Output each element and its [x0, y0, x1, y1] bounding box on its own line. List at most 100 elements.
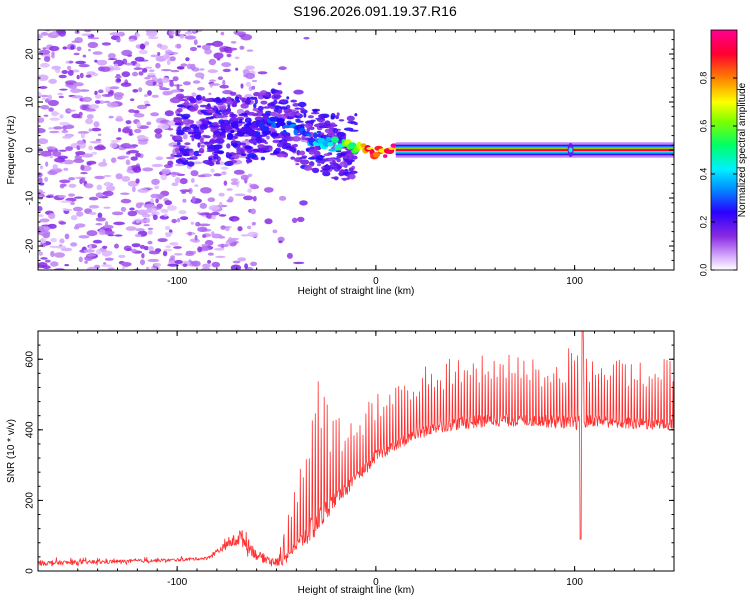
spectrogram-ridge-speckle: [193, 150, 199, 157]
spectrogram-noise-blob: [199, 202, 207, 209]
spectrogram-ridge-speckle: [348, 167, 354, 172]
spectrogram-ridge-speckle: [236, 147, 245, 152]
spectrogram-ridge-speckle: [318, 155, 325, 158]
spectrogram-ridge-blob: [226, 132, 234, 140]
spectrogram-ridge-speckle: [295, 120, 304, 123]
spectrogram-noise-blob: [46, 146, 56, 150]
spectrogram-noise-blob: [108, 250, 113, 255]
spectrogram-noise-blob: [54, 252, 65, 258]
spectrogram-ridge-speckle: [197, 142, 201, 148]
spectrogram-noise-blob: [47, 99, 59, 107]
spectrogram-noise-blob: [147, 90, 152, 96]
spectrogram-ridge-speckle: [211, 148, 220, 152]
spectrogram-ridge-speckle: [269, 111, 278, 117]
spectrogram-noise-blob: [191, 92, 197, 97]
spectrogram-noise-blob: [133, 67, 143, 70]
spectrogram-noise-blob: [148, 69, 155, 73]
spectrogram-ridge-speckle: [336, 152, 346, 157]
spectrogram-noise-blob: [88, 48, 91, 52]
spectrogram-noise-blob: [251, 221, 256, 226]
spectrogram-ridge-speckle: [261, 113, 271, 117]
spectrogram-noise-blob: [178, 210, 187, 215]
spectrogram-noise-blob: [59, 121, 70, 126]
spectrogram-ridge-blob: [336, 146, 343, 151]
spectrogram-noise-blob: [127, 150, 139, 154]
spectrogram-noise-blob: [140, 259, 145, 266]
spectrogram-ridge-speckle: [175, 147, 180, 153]
spectrogram-noise-blob: [111, 157, 117, 163]
spectrogram-ridge-speckle: [286, 96, 290, 100]
spectrogram-noise-blob: [104, 257, 114, 261]
spectrogram-noise-blob: [63, 167, 69, 171]
spectrogram-ridge-speckle: [244, 117, 252, 124]
spectrogram-noise-blob: [38, 86, 48, 89]
spectrogram-noise-blob: [40, 32, 49, 36]
spectrogram-ridge-speckle: [253, 103, 257, 109]
spectrogram-noise-blob: [179, 189, 191, 193]
spectrogram-ridge-speckle: [176, 141, 181, 146]
spectrogram-ridge-speckle: [206, 150, 214, 153]
colorbar-tick-label: 0.6: [698, 120, 708, 133]
spectrogram-ridge-speckle: [256, 148, 266, 152]
snr-marks: [38, 331, 674, 567]
spectrogram-ridge-speckle: [228, 157, 235, 160]
spectrogram-noise-blob: [51, 51, 55, 56]
spectrogram-ridge-speckle: [336, 131, 346, 137]
spectrogram-noise-blob: [132, 186, 136, 193]
snr-frame: [37, 330, 675, 572]
spectrogram-noise-blob: [59, 183, 65, 189]
spectrogram-ridge-speckle: [274, 94, 282, 98]
spectrogram-noise-blob: [217, 76, 223, 80]
spectrogram-noise-blob: [120, 143, 132, 149]
spectrogram-ridge-speckle: [234, 96, 240, 101]
spectrogram-noise-blob: [101, 94, 113, 97]
spectrogram-noise-blob: [125, 120, 132, 125]
spectrogram-ridge-blob: [328, 148, 338, 152]
spectrogram-noise-blob: [212, 40, 224, 48]
spectrogram-noise-blob: [45, 195, 54, 199]
spectrogram-noise-blob: [202, 234, 207, 238]
spectrogram-ridge-speckle: [336, 155, 342, 159]
spectrogram-noise-blob: [91, 127, 102, 132]
spectrogram-ridge-speckle: [231, 100, 238, 106]
spectrogram-noise-blob: [237, 257, 247, 262]
spectrogram-noise-blob: [160, 208, 169, 213]
spectrogram-noise-blob: [79, 72, 84, 79]
spectrogram-noise-blob: [230, 181, 238, 186]
spectrogram-ridge-speckle: [188, 106, 197, 112]
spectrogram-noise-blob: [129, 207, 135, 211]
spectrogram-noise-blob: [137, 209, 149, 216]
spectrogram-ridge-speckle: [316, 130, 322, 134]
spectrogram-noise-blob: [53, 126, 64, 130]
spectrogram-noise-blob: [176, 66, 185, 70]
spectrogram-noise-blob: [168, 30, 175, 36]
spectrogram-noise-blob: [92, 239, 103, 244]
spectrogram-noise-blob: [76, 74, 80, 80]
spectrogram-noise-blob: [220, 225, 226, 230]
spectrogram-noise-blob: [94, 59, 98, 63]
snr-series-line: [38, 331, 674, 567]
colorbar-gradient: [710, 29, 738, 271]
spectrogram-noise-blob: [164, 200, 172, 206]
spectrogram-noise-blob: [251, 79, 258, 83]
spectrogram-ridge-speckle: [259, 134, 267, 137]
spectrogram-xtick-label: 100: [566, 276, 583, 287]
spectrogram-ridge-speckle: [308, 149, 316, 155]
spectrogram-noise-blob: [160, 69, 173, 72]
spectrogram-noise-blob: [60, 247, 73, 252]
spectrogram-noise-blob: [235, 67, 239, 71]
spectrogram-noise-blob: [47, 170, 58, 175]
spectrogram-ridge-speckle: [249, 96, 258, 100]
spectrogram-noise-blob: [194, 234, 198, 241]
spectrogram-noise-blob: [68, 84, 77, 89]
spectrogram-noise-blob: [185, 57, 190, 62]
spectrogram-noise-blob: [120, 261, 132, 267]
spectrogram-ridge-speckle: [240, 97, 248, 101]
spectrogram-noise-blob: [38, 74, 49, 81]
spectrogram-ridge-speckle: [186, 157, 194, 160]
spectrogram-ridge-speckle: [211, 122, 219, 126]
spectrogram-ridge-speckle: [213, 105, 217, 111]
spectrogram-noise-blob: [121, 176, 131, 182]
spectrogram-noise-blob: [71, 113, 81, 119]
spectrogram-noise-blob: [134, 56, 145, 62]
